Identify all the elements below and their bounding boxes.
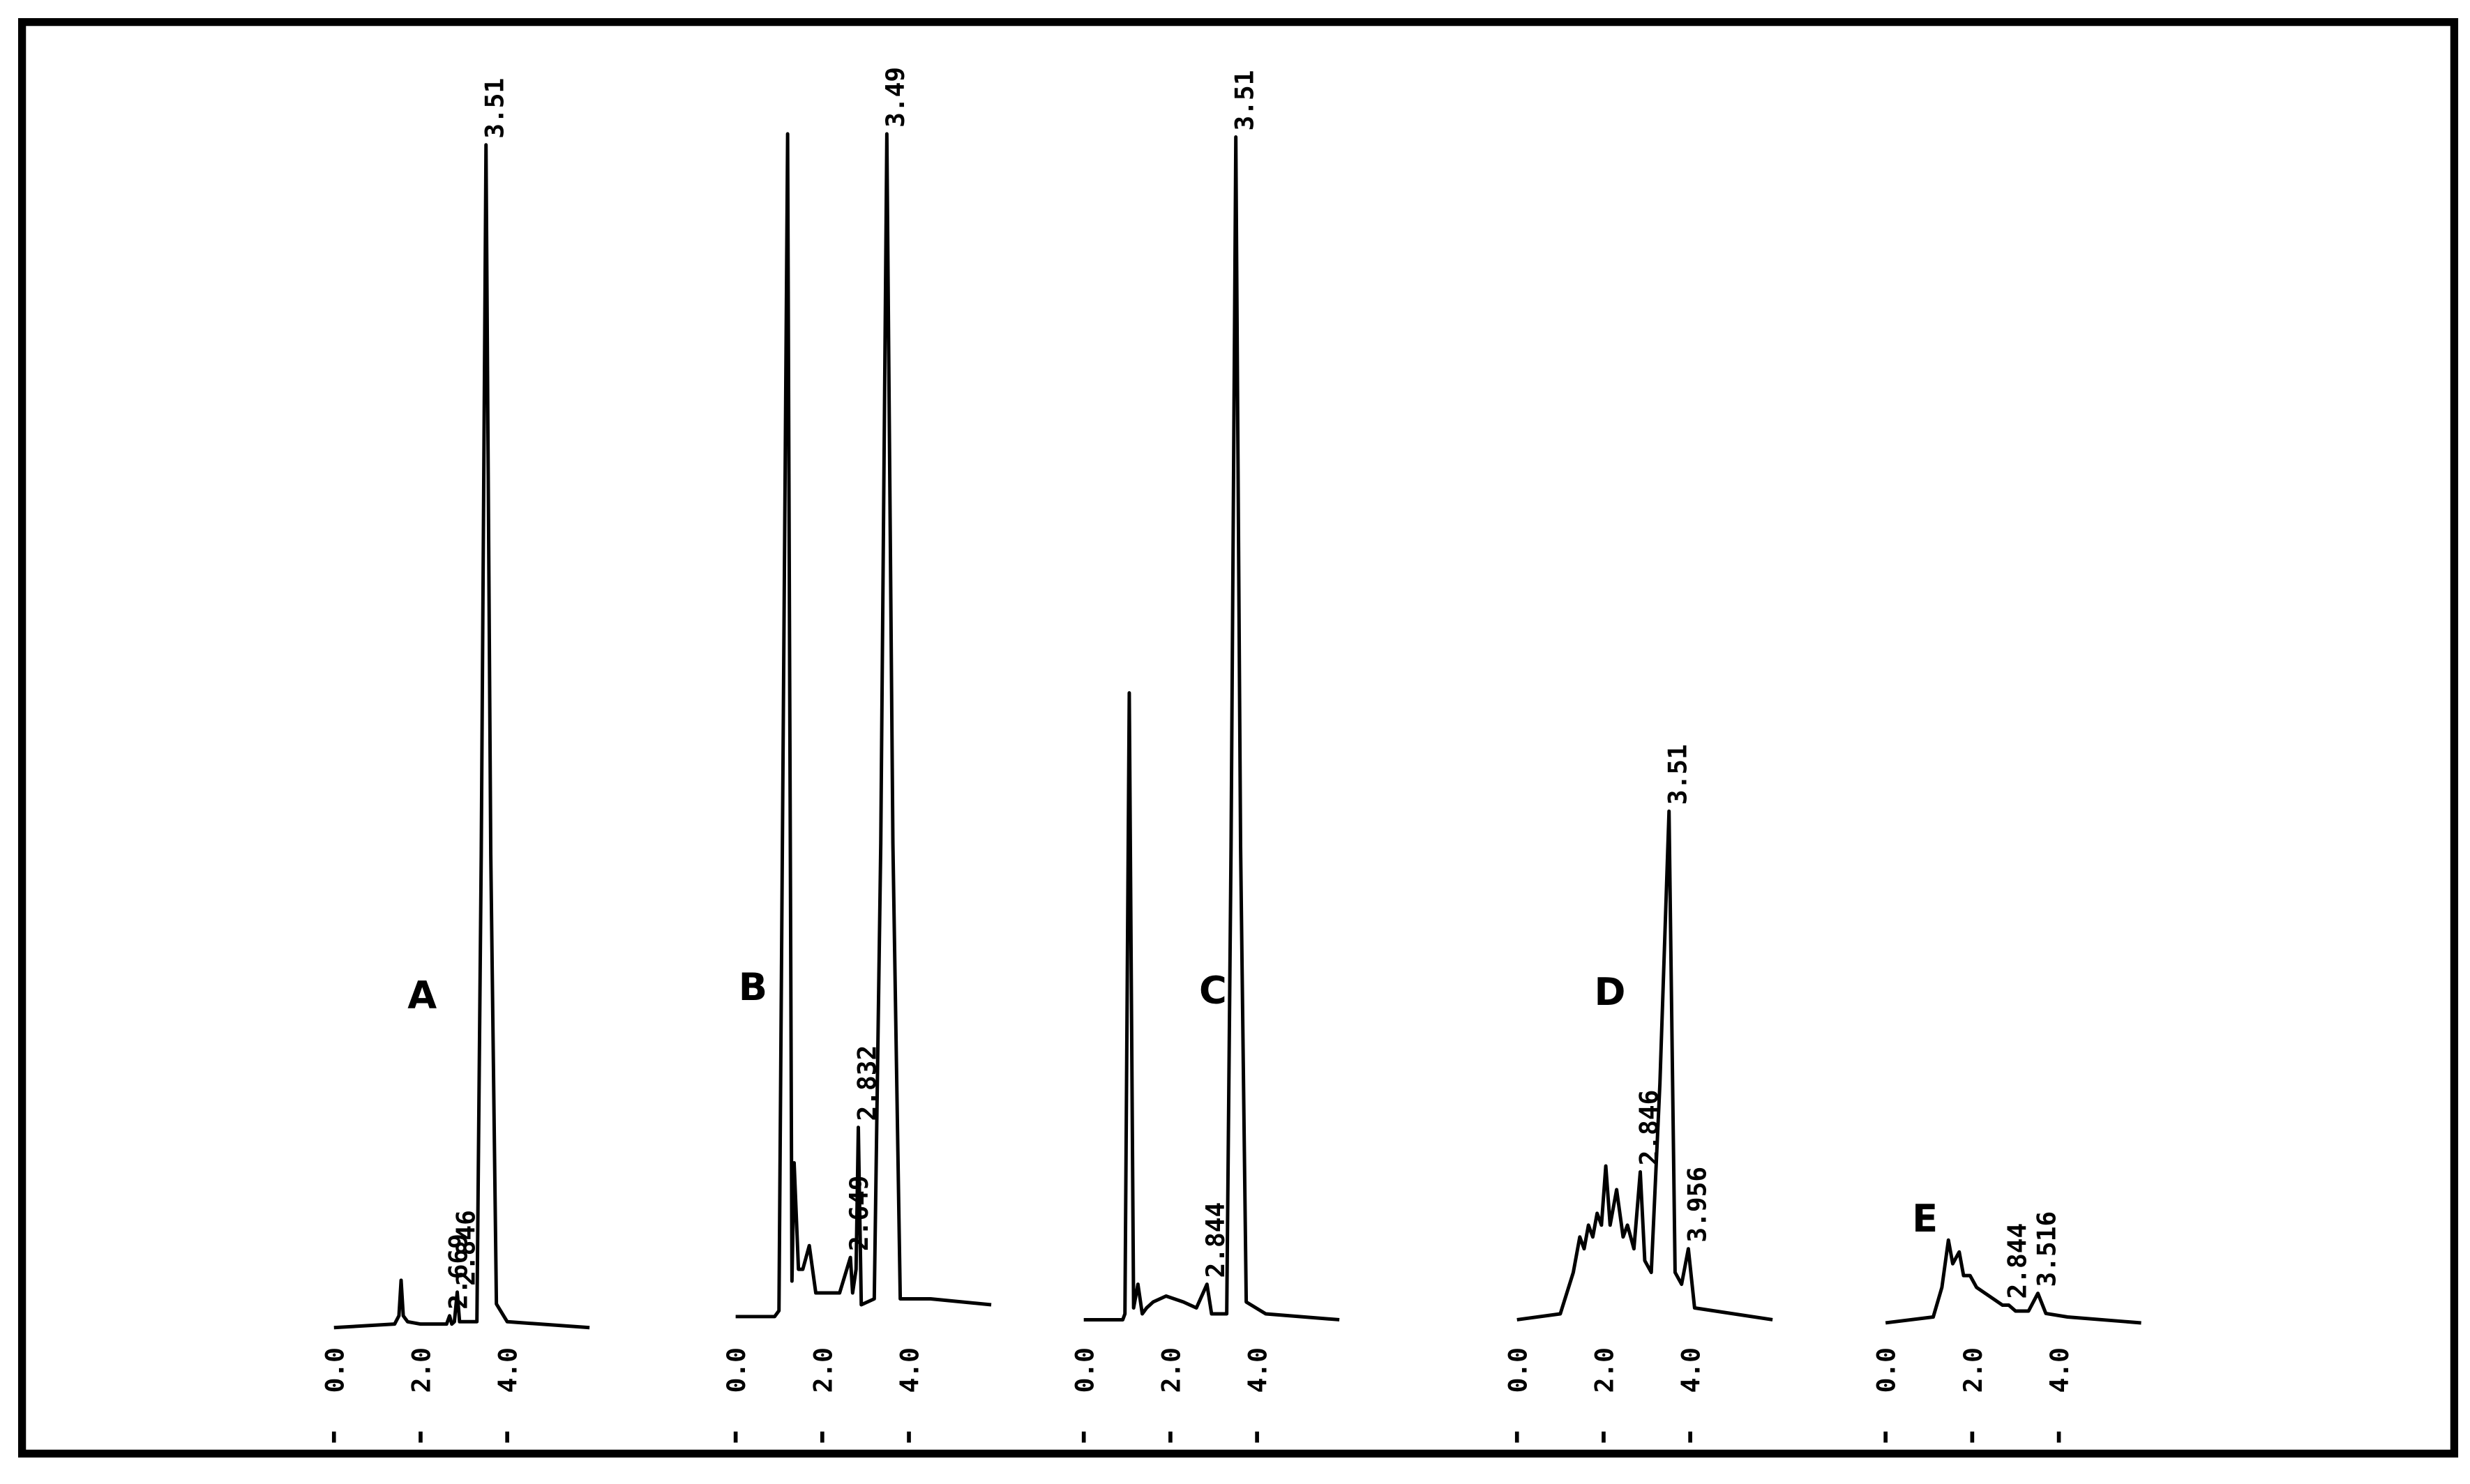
peak-label: 3.956 bbox=[1682, 1167, 1712, 1243]
x-tick-label: 2.0 bbox=[1156, 1347, 1186, 1393]
x-tick-label: 4.0 bbox=[2044, 1347, 2074, 1393]
x-tick-label: 0.0 bbox=[1503, 1347, 1533, 1393]
peak-label: 2.649 bbox=[844, 1175, 874, 1251]
x-tick-label: 4.0 bbox=[493, 1347, 523, 1393]
x-tick-label: 2.0 bbox=[808, 1347, 838, 1393]
peak-label: 3.516 bbox=[2031, 1211, 2061, 1287]
panel-label: C bbox=[1199, 969, 1227, 1013]
panel-label: E bbox=[1912, 1197, 1938, 1241]
peak-label: 3.49 bbox=[880, 67, 910, 128]
panel-label: B bbox=[739, 965, 767, 1009]
x-tick-label: 0.0 bbox=[319, 1347, 349, 1393]
peak-label: 3.51 bbox=[480, 78, 510, 139]
peak-label: 2.844 bbox=[1200, 1202, 1230, 1278]
chromatogram-trace bbox=[333, 143, 590, 1330]
x-tick-label: 0.0 bbox=[1872, 1347, 1902, 1393]
peak-label: 3.51 bbox=[1663, 744, 1693, 805]
peak-label: 2.846 bbox=[1634, 1090, 1664, 1166]
chromatogram-trace bbox=[735, 132, 992, 1319]
x-tick-label: 0.0 bbox=[1069, 1347, 1099, 1393]
x-tick-label: 2.0 bbox=[1589, 1347, 1619, 1393]
peak-label: 2.844 bbox=[2003, 1223, 2033, 1299]
peak-label: 2.832 bbox=[852, 1045, 882, 1121]
peak-label: 3.51 bbox=[1230, 70, 1260, 130]
chromatogram-trace bbox=[1083, 135, 1340, 1322]
chromatogram-trace bbox=[1885, 1238, 2141, 1325]
peak-label: 2.669 bbox=[443, 1234, 473, 1310]
peak-label: 2.846 bbox=[451, 1210, 481, 1286]
x-tick-label: 2.0 bbox=[1958, 1347, 1988, 1393]
x-tick-label: 2.0 bbox=[407, 1347, 437, 1393]
x-tick-label: 4.0 bbox=[895, 1347, 925, 1393]
x-tick-label: 4.0 bbox=[1676, 1347, 1706, 1393]
panel-label: A bbox=[407, 973, 437, 1017]
panel-label: D bbox=[1594, 970, 1625, 1014]
x-tick-label: 0.0 bbox=[721, 1347, 751, 1393]
chromatogram-trace bbox=[1516, 809, 1773, 1322]
x-tick-label: 4.0 bbox=[1243, 1347, 1273, 1393]
